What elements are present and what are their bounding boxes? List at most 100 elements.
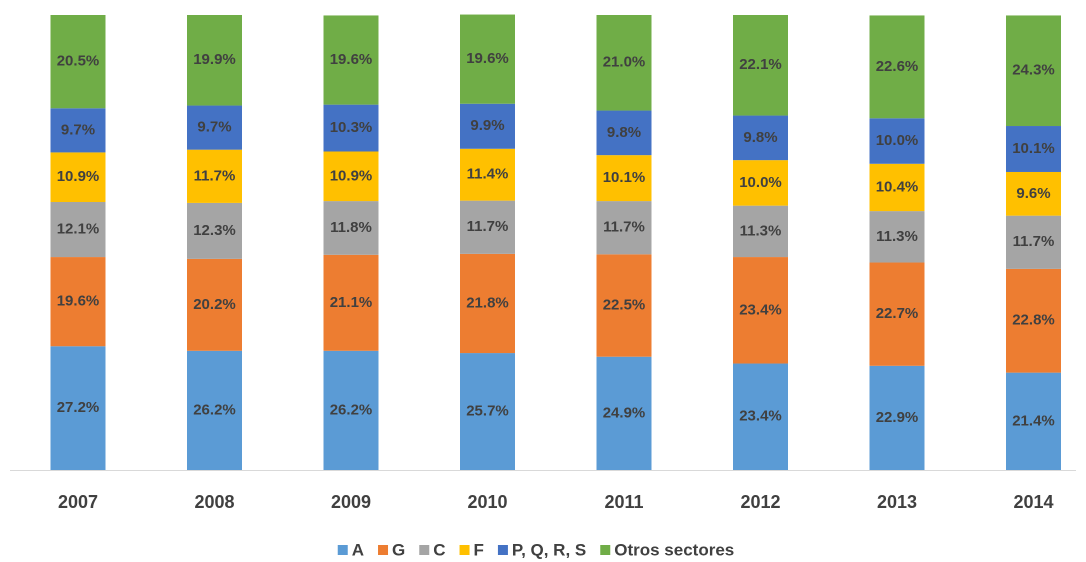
bar-segment bbox=[187, 105, 242, 150]
bar-segment bbox=[50, 15, 106, 109]
bar-segment bbox=[323, 201, 379, 255]
data-label: 10.1% bbox=[603, 169, 646, 186]
bar-segment bbox=[187, 202, 242, 259]
legend-swatch bbox=[337, 545, 348, 555]
bar-segment bbox=[869, 163, 925, 212]
bar-segment bbox=[323, 350, 379, 470]
bar-segment bbox=[50, 346, 106, 470]
data-label: 11.7% bbox=[467, 218, 509, 235]
bar-segment bbox=[1006, 268, 1061, 373]
data-label: 26.2% bbox=[193, 401, 236, 418]
data-label: 26.2% bbox=[330, 401, 373, 418]
legend-label: G bbox=[392, 540, 405, 559]
data-label: 19.9% bbox=[193, 51, 236, 68]
data-label: 9.7% bbox=[197, 119, 231, 136]
x-tick-label: 2014 bbox=[1013, 492, 1053, 512]
data-label: 20.2% bbox=[193, 296, 236, 313]
bar-segment bbox=[460, 253, 515, 354]
bar-segment bbox=[50, 202, 106, 258]
bar-segment bbox=[596, 356, 652, 470]
bar-segment bbox=[733, 205, 788, 258]
bar-segment bbox=[50, 108, 106, 153]
bar-segment bbox=[596, 254, 652, 357]
data-label: 10.3% bbox=[330, 119, 373, 136]
bar-segment bbox=[323, 151, 379, 202]
bar-segment bbox=[1006, 15, 1061, 127]
data-label: 10.0% bbox=[739, 174, 782, 191]
data-label: 9.7% bbox=[61, 121, 95, 138]
bar-segment bbox=[1006, 171, 1061, 216]
data-label: 11.3% bbox=[740, 222, 782, 239]
bar-segment bbox=[596, 155, 652, 202]
bar-segment bbox=[187, 15, 242, 106]
bar-segment bbox=[596, 110, 652, 156]
legend-swatch bbox=[378, 545, 389, 555]
data-label: 24.3% bbox=[1012, 62, 1055, 79]
data-label: 21.0% bbox=[603, 54, 646, 71]
data-label: 12.1% bbox=[57, 221, 100, 238]
legend-swatch bbox=[419, 545, 430, 555]
bar-segment bbox=[460, 103, 515, 149]
data-label: 22.6% bbox=[876, 58, 919, 75]
bar-segment bbox=[50, 257, 106, 347]
x-tick-label: 2009 bbox=[331, 492, 371, 512]
legend-label: A bbox=[352, 540, 364, 559]
bar-segment bbox=[733, 363, 788, 470]
legend-label: P, Q, R, S bbox=[512, 540, 586, 559]
bar-segment bbox=[460, 148, 515, 201]
data-label: 22.8% bbox=[1012, 312, 1055, 329]
data-label: 10.9% bbox=[330, 167, 373, 184]
x-tick-label: 2012 bbox=[740, 492, 780, 512]
data-label: 22.1% bbox=[739, 56, 782, 73]
data-label: 22.7% bbox=[876, 305, 919, 322]
legend-swatch bbox=[497, 545, 508, 555]
legend-swatch bbox=[600, 545, 611, 555]
legend-label: F bbox=[474, 540, 484, 559]
legend-swatch bbox=[459, 545, 470, 555]
bar-segment bbox=[733, 15, 788, 116]
data-label: 11.8% bbox=[330, 219, 372, 236]
bar-segment bbox=[1006, 126, 1061, 172]
data-label: 11.3% bbox=[876, 228, 918, 245]
data-label: 25.7% bbox=[466, 403, 509, 420]
bar-segment bbox=[187, 149, 242, 203]
bar-segment bbox=[869, 118, 925, 164]
data-label: 10.0% bbox=[876, 132, 919, 149]
data-label: 12.3% bbox=[193, 222, 236, 239]
bar-segment bbox=[733, 160, 788, 206]
data-label: 27.2% bbox=[57, 399, 100, 416]
data-label: 9.9% bbox=[470, 117, 504, 134]
data-label: 10.1% bbox=[1012, 140, 1055, 157]
bar-segment bbox=[869, 15, 925, 119]
data-label: 19.6% bbox=[466, 50, 509, 67]
data-label: 23.4% bbox=[739, 408, 782, 425]
x-tick-label: 2011 bbox=[604, 492, 643, 512]
bar-segment bbox=[1006, 215, 1061, 269]
data-label: 9.6% bbox=[1016, 185, 1050, 202]
bar-segment bbox=[323, 15, 379, 105]
data-label: 22.9% bbox=[876, 409, 919, 426]
data-label: 22.5% bbox=[603, 296, 646, 313]
bar-segment bbox=[733, 257, 788, 364]
data-label: 10.9% bbox=[57, 168, 100, 185]
bar-segment bbox=[869, 365, 925, 470]
bar-segment bbox=[187, 350, 242, 470]
data-label: 19.6% bbox=[330, 51, 373, 68]
x-tick-label: 2007 bbox=[58, 492, 98, 512]
data-label: 21.1% bbox=[330, 294, 373, 311]
data-label: 19.6% bbox=[57, 293, 100, 310]
data-label: 24.9% bbox=[603, 404, 646, 421]
data-label: 21.4% bbox=[1012, 412, 1055, 429]
bar-segment bbox=[50, 152, 106, 203]
bar-segment bbox=[323, 104, 379, 152]
bar-segment bbox=[460, 14, 515, 104]
data-label: 10.4% bbox=[876, 178, 919, 195]
data-label: 11.7% bbox=[603, 219, 645, 236]
legend-label: Otros sectores bbox=[614, 540, 734, 559]
bar-segment bbox=[596, 15, 652, 111]
bar-segment bbox=[1006, 372, 1061, 470]
data-label: 20.5% bbox=[57, 53, 100, 70]
data-label: 9.8% bbox=[607, 124, 641, 141]
data-label: 9.8% bbox=[743, 129, 777, 146]
data-label: 11.7% bbox=[1013, 233, 1055, 250]
